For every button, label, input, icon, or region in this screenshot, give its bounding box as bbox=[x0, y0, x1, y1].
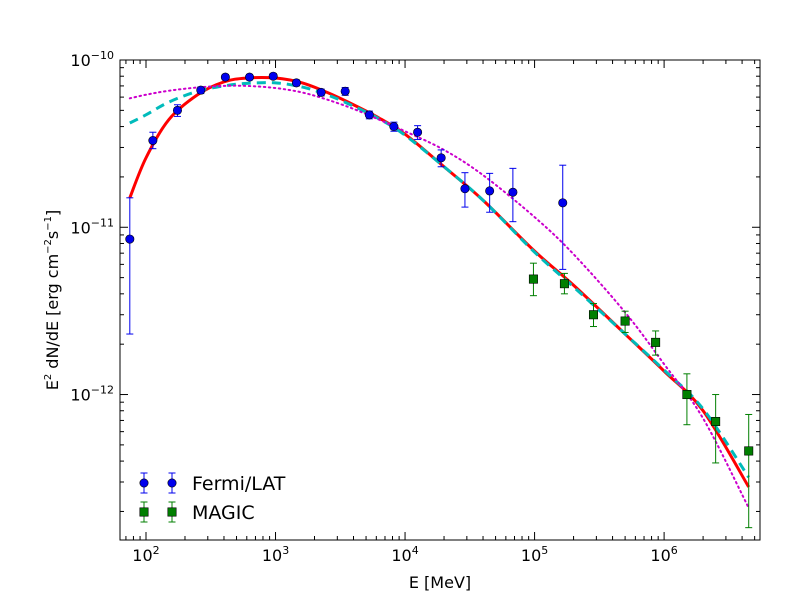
legend-entry: Fermi/LAT bbox=[139, 472, 286, 495]
data-point bbox=[559, 279, 569, 289]
x-tick-base: 10 bbox=[262, 546, 282, 565]
legend-marker bbox=[139, 478, 149, 488]
plot-frame bbox=[119, 59, 761, 541]
data-point bbox=[148, 136, 158, 146]
y-label-part: s bbox=[43, 231, 62, 239]
data-point bbox=[291, 78, 301, 88]
x-tick-exponent: 4 bbox=[412, 544, 419, 557]
data-point bbox=[413, 127, 423, 137]
y-axis-label: E2 dN/dE [erg cm−2s−1] bbox=[43, 210, 62, 391]
x-axis-label: E [MeV] bbox=[409, 573, 471, 592]
y-label-sup: −1 bbox=[43, 216, 54, 231]
data-point bbox=[125, 234, 135, 244]
legend-label: MAGIC bbox=[192, 502, 255, 524]
y-tick-exponent: −10 bbox=[91, 49, 114, 62]
x-tick-base: 10 bbox=[650, 546, 670, 565]
data-point bbox=[485, 186, 495, 196]
x-tick-label: 102 bbox=[132, 544, 159, 565]
y-tick-label: 10−10 bbox=[70, 49, 114, 70]
data-point bbox=[364, 110, 374, 120]
y-tick-exponent: −11 bbox=[91, 216, 114, 229]
data-point bbox=[558, 198, 568, 208]
data-point bbox=[196, 85, 206, 95]
legend: Fermi/LAT MAGIC bbox=[139, 472, 286, 524]
x-tick-base: 10 bbox=[132, 546, 152, 565]
y-tick-label: 10−12 bbox=[70, 384, 114, 405]
data-point bbox=[172, 105, 182, 115]
data-point bbox=[508, 187, 518, 197]
legend-marker bbox=[167, 507, 177, 517]
x-tick-label: 106 bbox=[650, 544, 677, 565]
x-tick-base: 10 bbox=[521, 546, 541, 565]
x-tick-label: 104 bbox=[391, 544, 418, 565]
fermi-series bbox=[125, 71, 568, 335]
y-label-part: dN/dE [erg cm bbox=[43, 254, 62, 374]
data-point bbox=[245, 72, 255, 82]
y-tick-label: 10−11 bbox=[70, 216, 114, 237]
legend-label: Fermi/LAT bbox=[192, 473, 286, 495]
data-point bbox=[651, 337, 661, 347]
data-point bbox=[744, 446, 754, 456]
data-point bbox=[528, 274, 538, 284]
x-tick-exponent: 5 bbox=[541, 544, 548, 557]
x-tick-exponent: 3 bbox=[282, 544, 289, 557]
y-tick-base: 10 bbox=[70, 386, 90, 405]
legend-marker bbox=[167, 478, 177, 488]
data-point bbox=[340, 86, 350, 96]
y-tick-base: 10 bbox=[70, 218, 90, 237]
y-label-part: ] bbox=[43, 210, 62, 216]
data-point bbox=[316, 87, 326, 97]
data-point bbox=[268, 71, 278, 81]
y-label-sup: −2 bbox=[43, 239, 54, 254]
data-point bbox=[620, 316, 630, 326]
legend-entry: MAGIC bbox=[139, 501, 255, 524]
x-tick-exponent: 6 bbox=[671, 544, 678, 557]
y-tick-exponent: −12 bbox=[91, 384, 114, 397]
x-tick-label: 103 bbox=[262, 544, 289, 565]
x-tick-exponent: 2 bbox=[153, 544, 160, 557]
data-point bbox=[220, 72, 230, 82]
magic-series bbox=[528, 262, 754, 529]
data-point bbox=[460, 184, 470, 194]
y-label-part: E bbox=[43, 380, 62, 390]
x-tick-label: 105 bbox=[521, 544, 548, 565]
data-point bbox=[436, 153, 446, 163]
y-label-sup: 2 bbox=[43, 374, 54, 380]
plot-area bbox=[125, 71, 754, 529]
data-point bbox=[711, 416, 721, 426]
x-tick-base: 10 bbox=[391, 546, 411, 565]
data-point bbox=[682, 390, 692, 400]
data-point bbox=[389, 122, 399, 132]
data-point bbox=[588, 310, 598, 320]
legend-marker bbox=[139, 507, 149, 517]
y-tick-base: 10 bbox=[70, 51, 90, 70]
